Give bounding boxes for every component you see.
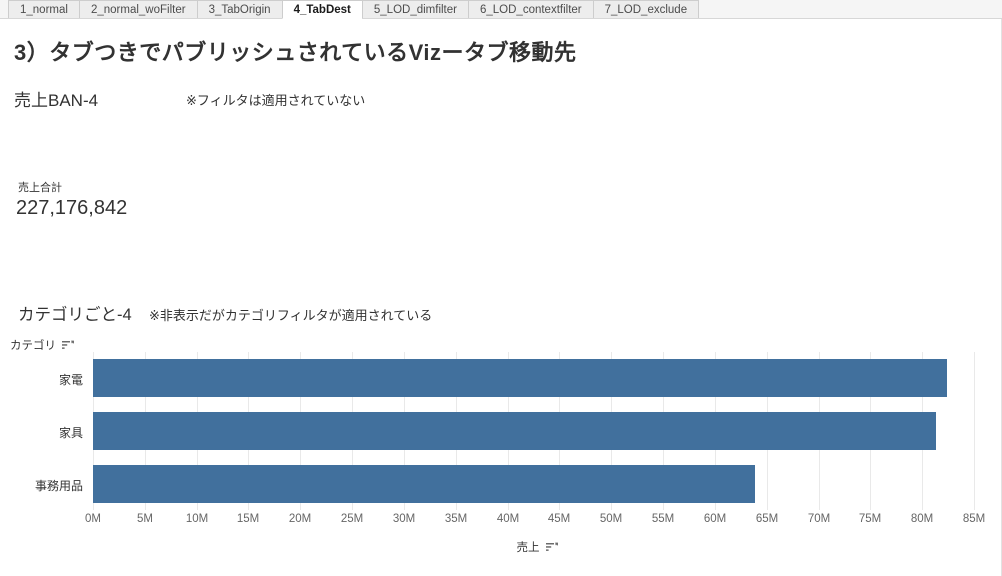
axis-tick-label: 45M bbox=[547, 513, 571, 525]
axis-tick-label: 50M bbox=[599, 513, 623, 525]
ban-value[interactable]: 227,176,842 bbox=[16, 197, 128, 219]
axis-tick-label: 85M bbox=[962, 513, 986, 525]
axis-tick-label: 35M bbox=[444, 513, 468, 525]
axis-tick-label: 15M bbox=[236, 513, 260, 525]
category-section-heading: カテゴリごと-4 bbox=[18, 306, 132, 324]
sort-icon[interactable] bbox=[545, 542, 558, 552]
axis-tick-label: 10M bbox=[185, 513, 209, 525]
axis-tick-label: 5M bbox=[137, 513, 153, 525]
row-header-事務用品[interactable]: 事務用品 bbox=[34, 479, 83, 493]
row-axis-label: カテゴリ bbox=[10, 340, 56, 352]
ban-section-heading: 売上BAN-4 bbox=[14, 91, 99, 110]
sheet-tab-1_normal[interactable]: 1_normal bbox=[8, 0, 79, 18]
axis-tick-label: 65M bbox=[755, 513, 779, 525]
chart-row-labels: 家電家具事務用品 bbox=[0, 352, 88, 510]
page-title: 3）タブつきでパブリッシュされているVizータブ移動先 bbox=[14, 40, 577, 65]
sheet-tab-5_LOD_dimfilter[interactable]: 5_LOD_dimfilter bbox=[361, 0, 468, 18]
chart-bar-事務用品[interactable] bbox=[93, 465, 755, 503]
chart-axis-ticks: 0M 5M 10M 15M 20M 25M 30M 35M 40M 45M 50M 55M 60M 65M… bbox=[85, 513, 985, 528]
axis-tick-label: 40M bbox=[496, 513, 520, 525]
row-axis-header[interactable]: カテゴリ bbox=[10, 337, 74, 353]
row-header-家電[interactable]: 家電 bbox=[58, 373, 83, 387]
axis-tick-label: 80M bbox=[910, 513, 934, 525]
axis-tick-label: 70M bbox=[807, 513, 831, 525]
ban-section-note: ※フィルタは適用されていない bbox=[186, 93, 366, 108]
sheet-tab-bar: 1_normal 2_normal_woFilter 3_TabOrigin 4_Ta… bbox=[0, 0, 1002, 19]
sheet-tab-4_TabDest[interactable]: 4_TabDest bbox=[281, 0, 362, 19]
row-header-家具[interactable]: 家具 bbox=[58, 426, 83, 440]
axis-tick-label: 60M bbox=[703, 513, 727, 525]
ban-measure-label: 売上合計 bbox=[18, 182, 62, 194]
sheet-tab-6_LOD_contextfilter[interactable]: 6_LOD_contextfilter bbox=[467, 0, 593, 18]
axis-tick-label: 20M bbox=[288, 513, 312, 525]
value-axis-title[interactable]: 売上 bbox=[93, 539, 981, 555]
axis-tick-label: 30M bbox=[392, 513, 416, 525]
chart-pane bbox=[93, 352, 981, 510]
category-section-note: ※非表示だがカテゴリフィルタが適用されている bbox=[149, 308, 433, 323]
axis-tick-label: 25M bbox=[340, 513, 364, 525]
gridline bbox=[974, 352, 975, 510]
bar-chart: 家電家具事務用品 bbox=[0, 352, 1002, 510]
chart-bar-家電[interactable] bbox=[93, 359, 947, 397]
sheet-tab-2_normal_woFilter[interactable]: 2_normal_woFilter bbox=[78, 0, 197, 18]
axis-tick-label: 55M bbox=[651, 513, 675, 525]
sort-icon[interactable] bbox=[62, 340, 74, 350]
axis-tick-label: 75M bbox=[858, 513, 882, 525]
sheet-tab-3_TabOrigin[interactable]: 3_TabOrigin bbox=[196, 0, 282, 18]
chart-bar-家具[interactable] bbox=[93, 412, 936, 450]
sheet-tab-7_LOD_exclude[interactable]: 7_LOD_exclude bbox=[592, 0, 700, 18]
value-axis-label: 売上 bbox=[516, 542, 540, 554]
axis-tick-label: 0M bbox=[85, 513, 101, 525]
